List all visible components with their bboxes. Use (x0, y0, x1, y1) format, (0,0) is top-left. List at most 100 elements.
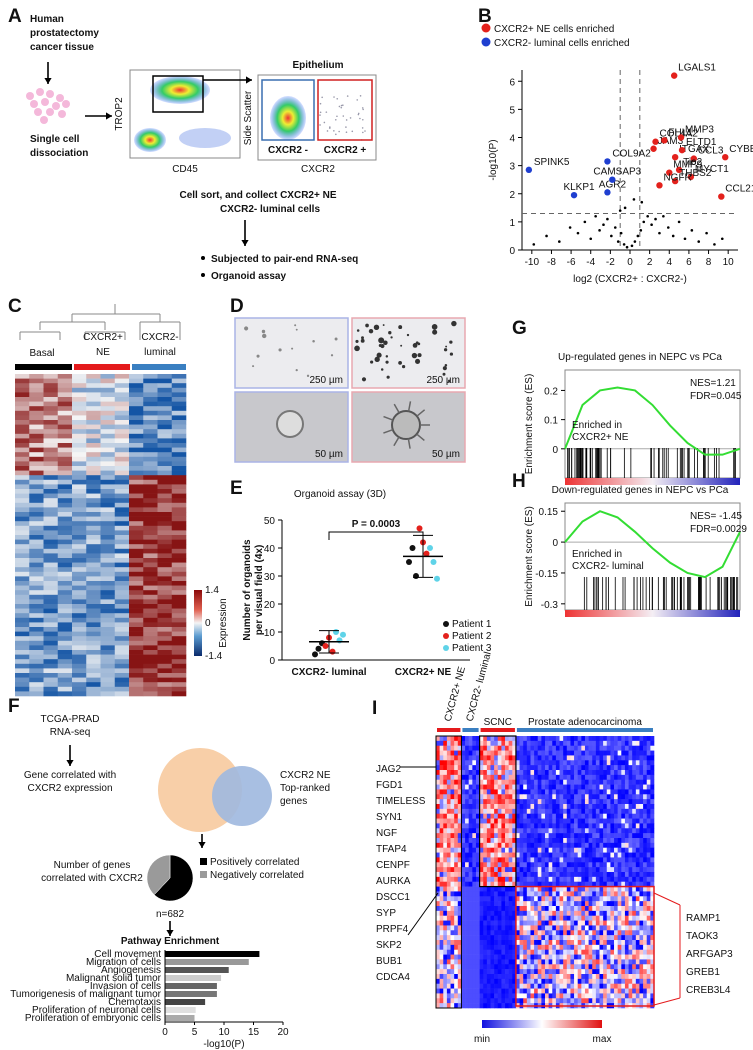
heatmap-cell (610, 983, 615, 989)
heatmap-cell (577, 978, 582, 985)
heatmap-cell (639, 954, 644, 960)
heatmap-cell (526, 842, 531, 849)
heatmap-cell (508, 988, 513, 994)
heatmap-cell (563, 789, 568, 795)
heatmap-cell (606, 935, 611, 941)
heatmap-cell (129, 631, 144, 637)
heatmap-cell (465, 804, 469, 810)
highlight-point (570, 191, 578, 199)
heatmap-cell (650, 920, 655, 926)
heatmap-cell (526, 774, 531, 781)
heatmap-cell (72, 636, 87, 642)
heatmap-cell (537, 755, 542, 761)
heatmap-cell (479, 949, 484, 955)
heatmap-cell (519, 736, 524, 742)
heatmap-cell (577, 852, 582, 858)
heatmap-cell (436, 784, 440, 790)
heatmap-cell (643, 983, 648, 989)
heatmap-cell (588, 736, 593, 742)
heatmap-cell (443, 896, 448, 902)
heatmap-cell (603, 901, 608, 907)
heatmap-cell (534, 774, 539, 781)
heatmap-cell (72, 558, 87, 563)
es-curve (564, 386, 741, 456)
heatmap-cell (559, 881, 564, 887)
heatmap-cell (610, 906, 615, 912)
heatmap-cell (501, 774, 506, 781)
heatmap-cell (43, 590, 59, 596)
heatmap-cell (461, 930, 466, 936)
heatmap-cell (646, 891, 651, 897)
heatmap-cell (143, 512, 158, 517)
heatmap-cell (519, 745, 524, 751)
heatmap-cell (72, 383, 87, 389)
heatmap-cell (643, 750, 648, 756)
heatmap-cell (526, 794, 531, 800)
heatmap-cell (143, 617, 158, 623)
heatmap-cell (468, 736, 473, 742)
heatmap-cell (100, 397, 116, 402)
heatmap-cell (436, 881, 440, 887)
heatmap-cell (584, 852, 589, 858)
heatmap-cell (443, 954, 448, 960)
heatmap-cell (508, 998, 513, 1004)
heatmap-cell (588, 745, 593, 751)
heatmap-cell (584, 867, 589, 873)
heatmap-cell (581, 760, 586, 766)
heatmap-cell (157, 406, 173, 412)
heatmap-cell (171, 489, 187, 494)
pie-slice (146, 854, 171, 896)
heatmap-cell (508, 833, 513, 839)
heatmap-cell (490, 978, 495, 985)
heatmap-cell (610, 804, 615, 810)
heatmap-cell (454, 867, 459, 873)
heatmap-cell (614, 799, 618, 805)
heatmap-cell (497, 770, 502, 776)
heatmap-cell (639, 978, 644, 985)
heatmap-cell (570, 867, 575, 873)
heatmap-cell (584, 954, 589, 960)
heatmap-cell (143, 521, 158, 527)
heatmap-cell (628, 740, 633, 747)
heatmap-cell (566, 740, 571, 747)
heatmap-cell (523, 940, 528, 946)
heatmap-cell (621, 925, 626, 931)
heatmap-cell (595, 906, 600, 912)
heatmap-cell (454, 847, 459, 853)
heatmap-cell (129, 590, 144, 596)
heatmap-cell (599, 881, 604, 887)
heatmap-cell (143, 654, 158, 660)
heatmap-cell (457, 988, 462, 994)
heatmap-cell (534, 881, 539, 887)
point-label: Tie2 (683, 157, 703, 168)
heatmap-cell (157, 673, 173, 678)
heatmap-cell (559, 784, 564, 790)
heatmap-cell (628, 988, 633, 994)
highlight-point (722, 153, 729, 161)
heatmap-cell (494, 740, 499, 747)
heatmap-cell (523, 886, 528, 892)
heatmap-cell (563, 755, 568, 761)
heatmap-cell (57, 576, 73, 582)
heatmap-cell (545, 993, 549, 999)
heatmap-cell (635, 745, 640, 751)
heatmap-cell (599, 828, 604, 834)
heatmap-cell (468, 813, 473, 819)
heatmap-cell (439, 867, 444, 873)
heatmap-cell (537, 774, 542, 781)
heatmap-cell (545, 915, 549, 921)
heatmap-cell (650, 881, 655, 887)
heatmap-cell (171, 627, 187, 632)
heatmap-cell (643, 896, 648, 902)
point (322, 643, 329, 649)
heatmap-cell (552, 760, 557, 766)
heatmap-cell (635, 857, 640, 863)
heatmap-cell (545, 969, 549, 975)
heatmap-cell (559, 988, 564, 994)
heatmap-cell (157, 433, 173, 439)
y-axis-label: Enrichment score (ES) (524, 374, 535, 475)
top-ranked-label: CXCR2 NE Top-ranked genes (280, 770, 331, 807)
heatmap-cell (548, 847, 553, 853)
heatmap-cell (530, 881, 535, 887)
heatmap-cell (490, 872, 495, 878)
